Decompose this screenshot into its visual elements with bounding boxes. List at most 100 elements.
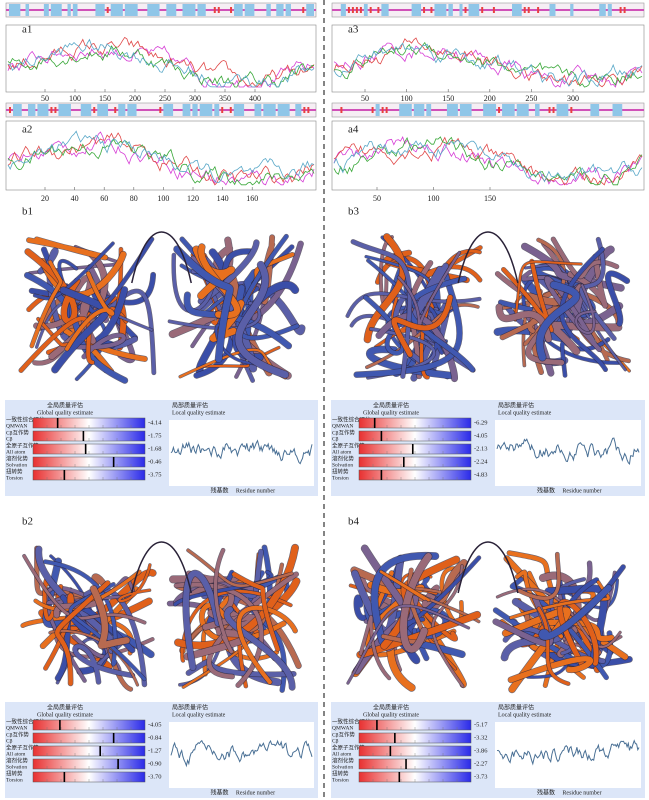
row-label-en: QMWAN xyxy=(332,423,353,429)
local-line xyxy=(170,439,313,465)
plot-frame xyxy=(331,120,645,191)
strip-helix xyxy=(244,4,255,16)
strip-helix xyxy=(556,104,569,116)
row-label-en: Torsion xyxy=(6,777,23,783)
row-label-cn: 一致性综合评分 xyxy=(332,717,371,725)
ribbon xyxy=(33,242,115,300)
strip-strand xyxy=(217,7,220,13)
x-tick-label: 350 xyxy=(219,94,231,103)
ribbon xyxy=(184,292,292,349)
local-line xyxy=(170,739,313,768)
strip-strand xyxy=(340,107,343,113)
strip-helix xyxy=(25,4,30,16)
ribbon xyxy=(359,615,391,680)
x-tick-label: 120 xyxy=(187,194,199,203)
row-label-cn: 全原子互作势 xyxy=(6,743,40,751)
local-plot xyxy=(495,722,641,788)
strip-strand xyxy=(570,107,573,113)
ribbon xyxy=(514,260,583,322)
strip-helix xyxy=(72,4,78,16)
residue-label-en: Residue number xyxy=(562,488,601,494)
strip-strand xyxy=(430,7,433,13)
strip-helix xyxy=(234,4,243,16)
score-value: -4.14 xyxy=(148,419,162,426)
ribbon xyxy=(346,604,470,685)
strip-helix xyxy=(192,104,198,116)
ribbon xyxy=(391,294,453,358)
ribbon xyxy=(43,593,74,671)
strip-strand xyxy=(464,7,467,13)
row-label-cn: 扭转势 xyxy=(332,769,349,777)
strip-helix xyxy=(28,104,36,116)
ribbon xyxy=(379,235,394,306)
linker-loop xyxy=(131,231,192,284)
residue-label-cn: 残基数 xyxy=(537,486,555,494)
strip-helix xyxy=(233,104,245,116)
strip-strand xyxy=(302,7,305,13)
score-value: -3.70 xyxy=(148,773,162,780)
row-label-en: Solvation xyxy=(6,764,27,770)
score-value: -6.29 xyxy=(474,419,488,426)
strip-helix xyxy=(381,4,389,16)
strip-helix xyxy=(58,104,71,116)
panel-label: b1 xyxy=(22,206,33,218)
strip-helix xyxy=(254,104,262,116)
strip-strand xyxy=(377,7,380,13)
profile-line xyxy=(333,42,643,88)
strip-strand xyxy=(106,7,109,13)
row-label-en: All atom xyxy=(6,449,26,455)
panel-label: b3 xyxy=(348,206,360,218)
strip-helix xyxy=(50,4,62,16)
strip-helix xyxy=(426,104,432,116)
row-label-cn: 溶剂化势 xyxy=(332,454,355,462)
strip-helix xyxy=(67,4,71,16)
strip-strand xyxy=(50,107,53,113)
strip-helix xyxy=(182,4,196,16)
row-label-en: All atom xyxy=(6,751,26,757)
strip-strand xyxy=(159,107,162,113)
global-title-cn: 全局质量评估 xyxy=(373,703,409,711)
profile-line xyxy=(7,130,315,183)
x-tick-label: 300 xyxy=(189,94,201,103)
row-label-cn: 溶剂化势 xyxy=(6,454,29,462)
strip-helix xyxy=(163,104,174,116)
ribbon xyxy=(232,572,280,652)
strip-strand xyxy=(303,107,306,113)
linker-loop xyxy=(457,541,519,594)
strip-helix xyxy=(446,104,458,116)
ribbon xyxy=(351,239,412,379)
strip-helix xyxy=(448,4,453,16)
ribbon xyxy=(39,251,127,298)
strip-strand xyxy=(385,107,388,113)
strip-helix xyxy=(413,104,425,116)
x-tick-label: 20 xyxy=(41,194,49,203)
strip-helix xyxy=(277,104,290,116)
linker-loop xyxy=(457,231,519,284)
x-tick-label: 50 xyxy=(361,94,369,103)
strip-strand xyxy=(307,107,310,113)
x-tick-label: 100 xyxy=(69,94,81,103)
row-label-en: Torsion xyxy=(332,475,349,481)
x-tick-label: 400 xyxy=(249,94,261,103)
strip-strand xyxy=(537,7,540,13)
strip-strand xyxy=(93,107,96,113)
row-label-cn: Cβ互作势 xyxy=(6,730,29,738)
global-title-en: Global quality estimate xyxy=(37,410,93,416)
strip-helix xyxy=(295,104,302,116)
local-plot xyxy=(169,420,314,486)
ribbon xyxy=(406,276,475,372)
strip-helix xyxy=(118,104,126,116)
ribbon xyxy=(54,599,100,618)
panel-label: a3 xyxy=(348,24,359,36)
strip-strand xyxy=(481,7,484,13)
row-label-cn: 全原子互作势 xyxy=(332,441,366,449)
local-line xyxy=(496,437,640,465)
plot-frame xyxy=(331,24,645,93)
strip-strand xyxy=(355,7,358,13)
panel-label: a4 xyxy=(348,124,359,136)
local-title-en: Local quality estimate xyxy=(498,712,552,718)
ribbon xyxy=(508,656,593,683)
strip-strand xyxy=(221,107,224,113)
ribbon xyxy=(544,276,602,352)
